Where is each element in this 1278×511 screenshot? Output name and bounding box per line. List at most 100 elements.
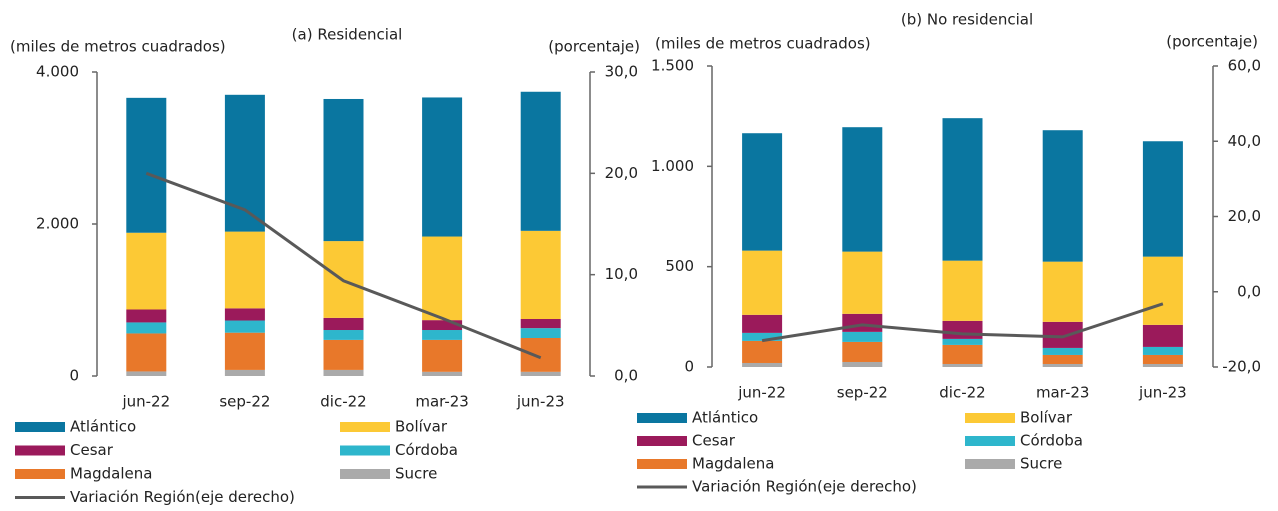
bar-segment bbox=[742, 133, 783, 251]
bar-segment bbox=[422, 97, 463, 237]
legend-label: Magdalena bbox=[692, 455, 774, 473]
x-tick-label: sep-22 bbox=[219, 393, 270, 411]
bar-segment bbox=[520, 91, 561, 231]
y-axis-label: (miles de metros cuadrados) bbox=[655, 35, 871, 53]
bar-segment bbox=[224, 332, 265, 370]
x-tick-label: dic-22 bbox=[320, 393, 366, 411]
x-tick-label: jun-23 bbox=[516, 393, 565, 411]
legend-label: Bolívar bbox=[1020, 409, 1073, 427]
y2-tick-label: 0,0 bbox=[614, 367, 638, 385]
legend-label: Cesar bbox=[692, 432, 736, 450]
bar-segment bbox=[842, 127, 883, 252]
x-tick-label: dic-22 bbox=[939, 384, 985, 402]
y2-tick-label: 40,0 bbox=[1228, 132, 1261, 150]
bar-segment bbox=[1142, 346, 1183, 355]
legend-swatch bbox=[340, 422, 390, 432]
legend-swatch bbox=[965, 459, 1015, 469]
bar-segment bbox=[842, 313, 883, 332]
y2-tick-label: 30,0 bbox=[605, 63, 638, 81]
legend-label: Atlántico bbox=[692, 409, 758, 427]
legend-swatch bbox=[15, 422, 65, 432]
legend-label: Sucre bbox=[1020, 455, 1062, 473]
legend-label: Magdalena bbox=[70, 465, 152, 483]
y-tick-label: 0 bbox=[69, 367, 79, 385]
legend-swatch bbox=[340, 445, 390, 456]
bar-segment bbox=[520, 230, 561, 319]
y2-tick-label: 10,0 bbox=[605, 265, 638, 283]
y-axis-label: (miles de metros cuadrados) bbox=[10, 38, 226, 56]
x-tick-label: sep-22 bbox=[837, 384, 888, 402]
bar-segment bbox=[1042, 321, 1083, 348]
legend-swatch bbox=[340, 469, 390, 479]
x-tick-label: mar-23 bbox=[415, 393, 469, 411]
bar-segment bbox=[1042, 261, 1083, 322]
legend-swatch bbox=[637, 413, 687, 423]
y2-tick-label: 20,0 bbox=[605, 164, 638, 182]
line-series bbox=[145, 171, 542, 360]
bar-segment bbox=[126, 333, 167, 372]
y2-tick-label: 20,0 bbox=[1228, 207, 1261, 225]
legend-label: Atlántico bbox=[70, 418, 136, 436]
legend-label: Sucre bbox=[395, 465, 437, 483]
bar-segment bbox=[842, 341, 883, 362]
bar-segment bbox=[422, 371, 463, 376]
bar-segment bbox=[942, 320, 983, 339]
bar-segment bbox=[224, 369, 265, 376]
y-tick-label: 500 bbox=[665, 257, 694, 275]
bar-segment bbox=[126, 232, 167, 310]
y2-tick-label: 60,0 bbox=[1228, 57, 1261, 75]
bar-segment bbox=[1142, 256, 1183, 325]
bar-segment bbox=[942, 118, 983, 261]
bar-segment bbox=[942, 344, 983, 364]
bar-segment bbox=[126, 309, 167, 323]
x-tick-label: jun-22 bbox=[737, 384, 786, 402]
legend-label: Variación Región(eje derecho) bbox=[70, 488, 295, 506]
legend-swatch bbox=[637, 436, 687, 446]
bar-segment bbox=[323, 330, 364, 340]
bar-segment bbox=[323, 98, 364, 242]
bar-segment bbox=[126, 371, 167, 376]
bar-segment bbox=[1142, 354, 1183, 364]
y-tick-label: 0 bbox=[684, 358, 694, 376]
bar-segment bbox=[323, 317, 364, 331]
bar-segment bbox=[742, 362, 783, 367]
bar-segment bbox=[742, 340, 783, 363]
legend-label: Córdoba bbox=[1020, 432, 1083, 450]
y-tick-label: 1.500 bbox=[651, 57, 694, 75]
bar-segment bbox=[323, 339, 364, 370]
bar-segment bbox=[742, 332, 783, 341]
bar-segment bbox=[742, 314, 783, 333]
bar-segment bbox=[422, 339, 463, 372]
legend-swatch bbox=[965, 413, 1015, 423]
legend-label: Córdoba bbox=[395, 441, 458, 459]
bar-segment bbox=[1042, 347, 1083, 355]
legend-swatch bbox=[15, 445, 65, 456]
chart-title: (a) Residencial bbox=[292, 26, 403, 44]
bar-segment bbox=[1042, 363, 1083, 367]
bar-segment bbox=[323, 369, 364, 376]
y2-tick-label: -20,0 bbox=[1222, 358, 1261, 376]
bar-segment bbox=[1142, 324, 1183, 347]
bar-segment bbox=[742, 250, 783, 315]
legend-swatch bbox=[637, 459, 687, 469]
y-tick-label: 2.000 bbox=[36, 215, 79, 233]
bar-segment bbox=[520, 328, 561, 338]
x-tick-label: jun-22 bbox=[121, 393, 170, 411]
bar-segment bbox=[1142, 141, 1183, 257]
bar-segment bbox=[224, 308, 265, 321]
bar-segment bbox=[422, 330, 463, 340]
bar-segment bbox=[842, 361, 883, 367]
bar-segment bbox=[1042, 354, 1083, 364]
bar-segment bbox=[422, 320, 463, 331]
line-series bbox=[761, 302, 1164, 343]
y-tick-label: 1.000 bbox=[651, 157, 694, 175]
bar-segment bbox=[520, 371, 561, 376]
bar-segment bbox=[126, 97, 167, 233]
legend-swatch bbox=[15, 469, 65, 479]
bar-segment bbox=[1142, 363, 1183, 367]
bar-segment bbox=[1042, 130, 1083, 262]
legend-label: Cesar bbox=[70, 441, 114, 459]
bar-segment bbox=[520, 338, 561, 372]
y2-axis-label: (porcentaje) bbox=[548, 38, 640, 56]
